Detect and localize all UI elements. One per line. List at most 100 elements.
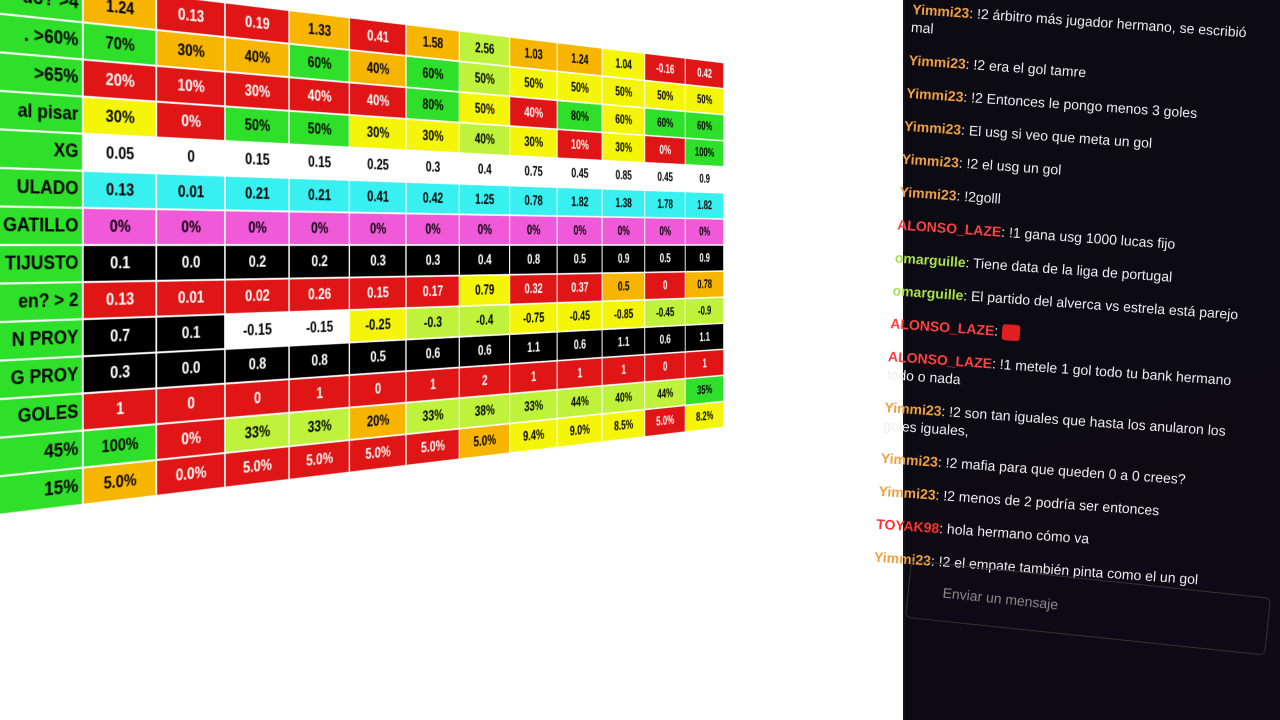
cell: 0.01 [156,279,225,317]
cell: 0% [289,211,350,245]
cell: 0.1 [82,245,157,283]
cell: 0% [602,216,645,245]
cell: 0.02 [224,278,290,315]
cell: -0.75 [509,302,558,335]
cell: 0.41 [349,179,406,214]
row-label: en? > 2 [0,282,83,323]
cell: 60% [602,104,645,136]
cell: 30% [224,71,290,111]
cell: 1.03 [509,36,558,72]
cell: 60% [685,111,724,141]
cell: 50% [602,76,645,108]
cell: 40% [459,122,510,156]
input-placeholder: Enviar un mensaje [941,584,1059,613]
cell: 0.3 [405,245,460,277]
cell: 0.5 [349,339,406,376]
cell: 1.82 [557,187,603,217]
cell: 1.25 [459,183,510,216]
cell: 1.78 [644,190,686,219]
cell: -0.3 [405,306,460,340]
emote [1001,324,1021,342]
cell: 0.5 [557,245,603,274]
cell: 0.21 [289,177,350,213]
cell: 1 [685,349,724,379]
cell: 0.26 [289,277,350,313]
cell: -0.15 [224,312,290,349]
cell: 0% [685,218,724,245]
chat-text: El partido del alverca vs estrela está p… [970,287,1239,323]
cell: 80% [405,87,460,123]
cell: 8.2% [685,401,724,433]
cell: 1 [289,375,350,413]
chat-text: hola hermano cómo va [946,520,1090,547]
cell: -0.9 [685,297,724,326]
cell: 0.75 [509,155,558,188]
cell: 0.78 [685,271,724,299]
cell: 0 [156,137,225,176]
cell: 0.21 [224,175,290,212]
chat-message: ALONSO_LAZE: !1 metele 1 gol todo tu ban… [886,347,1238,407]
cell: -0.15 [289,310,350,346]
cell: 2 [459,364,510,399]
cell: -0.85 [602,299,645,330]
cell: 1.82 [685,191,724,219]
chat-message: Yimmi23: !2 son tan iguales que hasta lo… [883,398,1235,458]
cell: 0.0 [156,245,225,281]
cell: 0.9 [602,245,645,274]
cell: 1.1 [602,327,645,358]
row-label: >65% [0,50,83,97]
chat-user: TOYAK98 [875,516,940,537]
chat-user: Yimmi23 [883,399,943,420]
cell: 5.0% [459,423,510,460]
cell: 0% [644,217,686,245]
row-label: al pisar [0,89,83,134]
cell: 70% [82,22,157,66]
cell: 0.05 [82,133,157,174]
cell: -0.16 [644,53,686,85]
cell: 0.4 [459,245,510,276]
cell: 9.0% [557,413,603,448]
chat-user: Yimmi23 [880,450,939,471]
row-label: N PROY [0,319,83,362]
chat-user: omarguille [894,249,967,271]
cell: 0% [156,209,225,245]
chat-text: !2 era el gol tamre [972,56,1087,81]
cell: 0% [82,207,157,245]
cell: 0.15 [349,276,406,311]
cell: 0% [509,215,558,245]
cell: 0.8 [289,342,350,380]
cell: 0.45 [644,162,686,192]
cell: 5.0% [405,428,460,466]
cell: 5.0% [644,405,686,437]
cell: 10% [557,129,603,161]
chat-text: !1 gana usg 1000 lucas fijo [1008,224,1176,252]
cell: 40% [349,49,406,88]
cell: 1.24 [557,42,603,77]
chat-user: ALONSO_LAZE [889,315,995,339]
cell: 0.3 [82,352,157,394]
chat-text: !2 el usg un gol [966,155,1062,178]
cell: 1.1 [509,331,558,365]
cell: -0.45 [644,298,686,328]
cell: 0 [349,371,406,408]
cell: 0.6 [405,336,460,372]
cell: 0.45 [557,158,603,189]
cell: 20% [82,59,157,102]
cell: 0% [557,216,603,245]
chat-user: ALONSO_LAZE [896,216,1002,240]
cell: 0.2 [224,245,290,280]
cell: 8.5% [602,409,645,443]
cell: 35% [685,375,724,406]
cell: 60% [644,107,686,139]
cell: 40% [224,37,290,78]
cell: 0.0% [156,452,225,496]
cell: 60% [289,43,350,83]
cell: -0.45 [557,301,603,332]
cell: 5.0% [82,460,157,505]
chat-text: !2 menos de 2 podría ser entonces [942,487,1160,519]
chat-user: Yimmi23 [905,84,965,105]
cell: 0.4 [459,153,510,186]
cell: 0% [224,210,290,245]
cell: 0% [459,214,510,245]
cell: 50% [685,84,724,115]
